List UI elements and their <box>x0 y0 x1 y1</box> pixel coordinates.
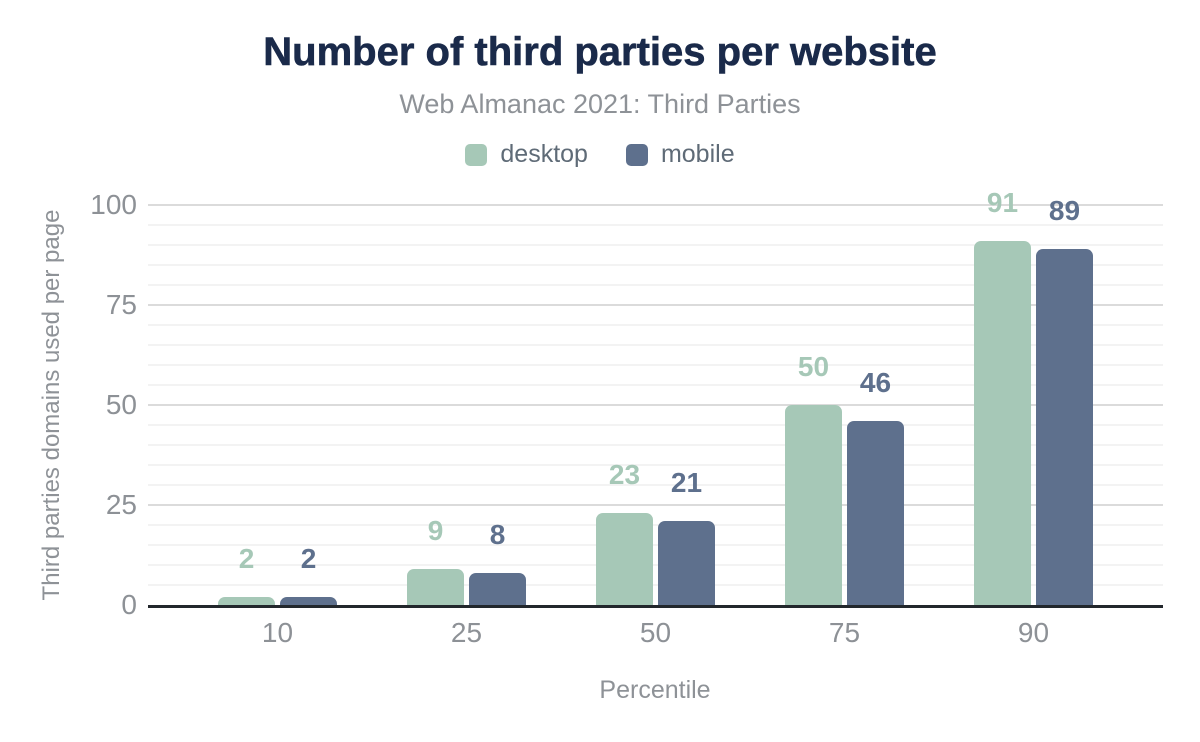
gridline-major-100 <box>148 204 1163 206</box>
bar-value-mobile-p50: 21 <box>670 467 703 498</box>
gridline-minor-80 <box>148 284 1163 286</box>
bar-desktop-p75[interactable] <box>785 405 842 605</box>
y-tick-0: 0 <box>121 589 137 620</box>
bar-desktop-p25[interactable] <box>407 569 464 605</box>
gridline-major-25 <box>148 504 1163 506</box>
legend-swatch-mobile-icon <box>625 143 648 166</box>
bar-value-desktop-p90: 91 <box>986 187 1019 218</box>
x-tick-90: 90 <box>1017 617 1050 648</box>
gridline-minor-55 <box>148 384 1163 386</box>
bar-desktop-p10[interactable] <box>218 597 275 605</box>
bar-mobile-p90[interactable] <box>1036 249 1093 605</box>
gridline-minor-30 <box>148 484 1163 486</box>
gridline-minor-20 <box>148 524 1163 526</box>
gridline-minor-60 <box>148 364 1163 366</box>
bar-value-desktop-p25: 9 <box>427 515 444 546</box>
y-tick-50: 50 <box>105 389 137 420</box>
y-tick-75: 75 <box>105 289 137 320</box>
bar-value-desktop-p50: 23 <box>608 459 641 490</box>
bar-value-mobile-p75: 46 <box>859 367 892 398</box>
gridline-minor-45 <box>148 424 1163 426</box>
legend-label-mobile: mobile <box>660 140 735 168</box>
bar-value-mobile-p25: 8 <box>489 519 506 550</box>
x-axis-title: Percentile <box>599 676 711 704</box>
x-tick-75: 75 <box>828 617 861 648</box>
x-tick-10: 10 <box>261 617 294 648</box>
gridline-minor-85 <box>148 264 1163 266</box>
bar-value-mobile-p10: 2 <box>300 543 317 574</box>
bar-desktop-p50[interactable] <box>596 513 653 605</box>
bar-mobile-p25[interactable] <box>469 573 526 605</box>
gridline-minor-40 <box>148 444 1163 446</box>
gridline-minor-65 <box>148 344 1163 346</box>
gridline-major-75 <box>148 304 1163 306</box>
bar-value-mobile-p90: 89 <box>1048 195 1081 226</box>
legend: desktop mobile <box>0 140 1200 169</box>
bar-mobile-p50[interactable] <box>658 521 715 605</box>
gridline-minor-70 <box>148 324 1163 326</box>
gridline-major-50 <box>148 404 1163 406</box>
legend-label-desktop: desktop <box>500 140 588 168</box>
y-tick-100: 100 <box>90 189 137 220</box>
gridline-minor-5 <box>148 584 1163 586</box>
gridline-minor-90 <box>148 244 1163 246</box>
bar-value-desktop-p10: 2 <box>238 543 255 574</box>
x-tick-25: 25 <box>450 617 483 648</box>
chart-title: Number of third parties per website <box>263 30 937 75</box>
legend-item-mobile[interactable]: mobile <box>625 140 735 169</box>
bar-value-desktop-p75: 50 <box>797 351 830 382</box>
gridline-minor-35 <box>148 464 1163 466</box>
chart-subtitle: Web Almanac 2021: Third Parties <box>399 89 801 119</box>
bar-mobile-p75[interactable] <box>847 421 904 605</box>
bar-mobile-p10[interactable] <box>280 597 337 605</box>
x-tick-50: 50 <box>639 617 672 648</box>
plot-area: 2 2 9 8 23 21 50 46 91 89 <box>148 189 1163 608</box>
bar-desktop-p90[interactable] <box>974 241 1031 605</box>
legend-item-desktop[interactable]: desktop <box>465 140 588 169</box>
gridline-minor-15 <box>148 544 1163 546</box>
legend-swatch-desktop-icon <box>465 143 488 166</box>
gridline-minor-10 <box>148 564 1163 566</box>
gridline-minor-95 <box>148 224 1163 226</box>
y-tick-25: 25 <box>105 489 137 520</box>
